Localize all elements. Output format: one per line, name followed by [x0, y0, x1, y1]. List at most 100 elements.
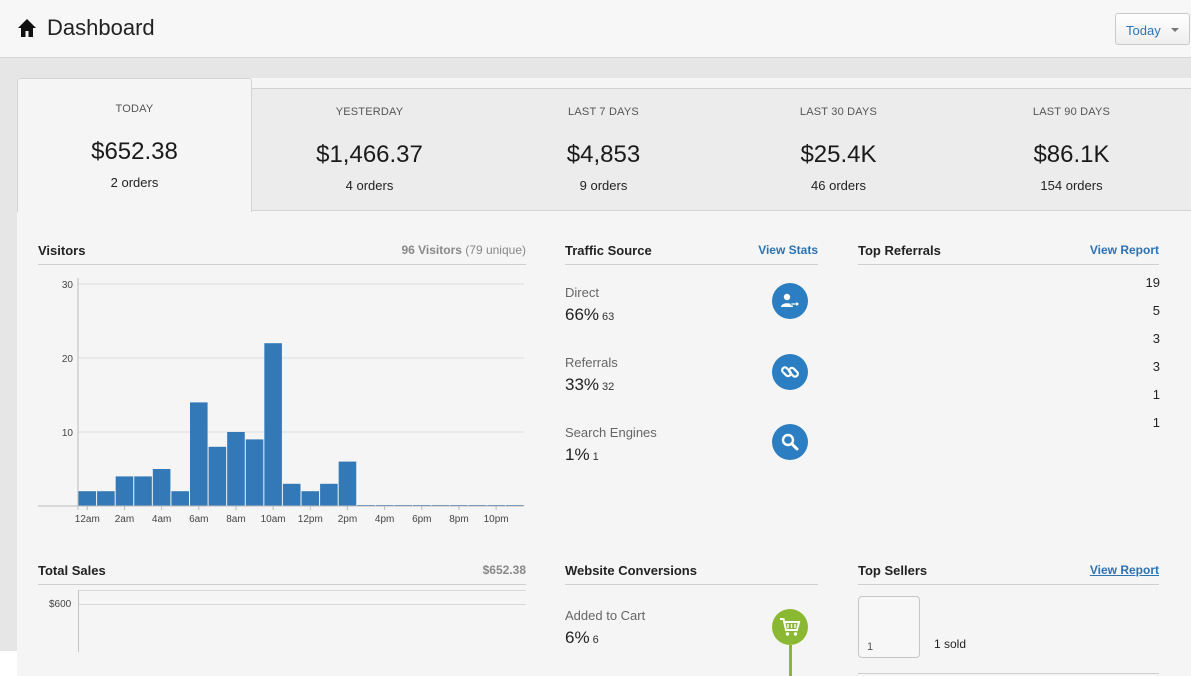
- conversions-header: Website Conversions: [565, 559, 818, 585]
- traffic-header: Traffic Source View Stats: [565, 239, 818, 265]
- chart-bar: [171, 491, 189, 506]
- window-edge: [0, 651, 17, 676]
- traffic-count: 1: [592, 451, 599, 463]
- stat-label: LAST 90 DAYS: [1032, 106, 1111, 118]
- chart-x-tick-label: 6pm: [412, 514, 431, 525]
- traffic-label: Referrals: [565, 355, 618, 370]
- conversion-value: 6% 6: [565, 628, 599, 648]
- sales-gridline: [78, 590, 526, 591]
- chart-x-tick-label: 12pm: [298, 514, 323, 525]
- stat-tab-yesterday[interactable]: YESTERDAY $1,466.37 4 orders: [252, 89, 487, 212]
- chart-bar: [134, 476, 152, 506]
- page-title: Dashboard: [47, 15, 155, 40]
- conversions-title: Website Conversions: [565, 563, 697, 578]
- stat-value: $86.1K: [1033, 141, 1110, 168]
- view-stats-link[interactable]: View Stats: [758, 243, 818, 257]
- total-sales-header: Total Sales $652.38: [38, 559, 526, 585]
- conversion-count: 6: [592, 634, 599, 646]
- stat-value: $1,466.37: [316, 141, 423, 168]
- chart-x-tick-label: 4pm: [375, 514, 394, 525]
- visitors-chart: 10 20 30 12am 2am 4am 6am 8am 10am 12pm 2pm 4pm 6pm 8…: [38, 278, 524, 525]
- traffic-count: 32: [602, 381, 615, 393]
- period-dropdown[interactable]: Today: [1115, 13, 1190, 45]
- search-engines-source-button[interactable]: [772, 424, 808, 460]
- period-dropdown-label: Today: [1126, 23, 1161, 38]
- chart-bar: [115, 476, 134, 506]
- visitors-title: Visitors: [38, 243, 86, 258]
- stat-label: TODAY: [115, 103, 154, 115]
- cart-button[interactable]: [772, 609, 808, 645]
- chart-bar: [320, 483, 338, 506]
- chart-y-tick-label: 30: [62, 280, 74, 291]
- chart-x-tick-label: 2pm: [338, 514, 357, 525]
- traffic-percent: 33%: [565, 375, 600, 394]
- chart-bar: [78, 491, 97, 506]
- sales-y-axis: [78, 590, 79, 652]
- traffic-label: Direct: [565, 285, 599, 300]
- view-sellers-report-link[interactable]: View Report: [1089, 563, 1159, 577]
- stat-orders: 46 orders: [811, 178, 866, 193]
- stat-orders: 9 orders: [579, 178, 628, 193]
- sellers-title: Top Sellers: [858, 563, 928, 578]
- chart-y-tick-label: 10: [62, 428, 74, 439]
- chart-y-tick-label: 20: [62, 354, 74, 365]
- traffic-title: Traffic Source: [565, 243, 652, 258]
- seller-rank: 1: [867, 641, 874, 653]
- visitors-header: Visitors 96 Visitors (79 unique): [38, 239, 526, 265]
- view-referrals-report-link[interactable]: View Report: [1089, 243, 1159, 257]
- chart-x-tick-label: 2am: [115, 514, 134, 525]
- traffic-value: 1% 1: [565, 445, 599, 465]
- chart-bar: [97, 491, 115, 506]
- home-icon[interactable]: [17, 18, 37, 38]
- chart-bar: [152, 469, 171, 506]
- chart-bar: [227, 432, 245, 506]
- stat-label: LAST 7 DAYS: [568, 106, 639, 118]
- chart-x-tick-label: 8pm: [449, 514, 468, 525]
- sellers-divider: [858, 673, 1159, 674]
- traffic-item-referrals: Referrals 33% 32: [565, 355, 815, 405]
- direct-source-button[interactable]: [772, 283, 808, 319]
- traffic-value: 33% 32: [565, 375, 614, 395]
- chart-bar: [338, 461, 357, 506]
- visitors-total: 96 Visitors: [401, 243, 462, 257]
- sales-y-tick: $600: [49, 599, 72, 610]
- sales-gridline: [78, 604, 526, 605]
- referrals-source-button[interactable]: [772, 354, 808, 390]
- conversion-percent: 6%: [565, 628, 590, 647]
- total-sales-title: Total Sales: [38, 563, 106, 578]
- stat-value: $652.38: [91, 138, 178, 165]
- referrals-header: Top Referrals View Report: [858, 239, 1159, 265]
- chart-x-tick-label: 6am: [189, 514, 208, 525]
- referral-count: 19: [1145, 275, 1160, 290]
- referral-count: 1: [1152, 387, 1160, 402]
- traffic-label: Search Engines: [565, 425, 657, 440]
- stat-tab-last-7-days[interactable]: LAST 7 DAYS $4,853 9 orders: [486, 89, 721, 212]
- cart-icon: [780, 618, 801, 636]
- referral-count: 1: [1152, 415, 1160, 430]
- traffic-percent: 1%: [565, 445, 590, 464]
- traffic-value: 66% 63: [565, 305, 614, 325]
- chart-bar: [190, 402, 208, 506]
- chart-bar: [245, 439, 264, 506]
- link-icon: [781, 366, 799, 378]
- chart-bar: [264, 343, 282, 506]
- chart-bar: [301, 491, 320, 506]
- seller-thumbnail[interactable]: 1: [858, 596, 920, 658]
- chart-x-tick-label: 8am: [226, 514, 245, 525]
- stat-tab-last-30-days[interactable]: LAST 30 DAYS $25.4K 46 orders: [721, 89, 956, 212]
- conversion-label: Added to Cart: [565, 608, 646, 623]
- referral-count: 5: [1152, 303, 1160, 318]
- stat-orders: 154 orders: [1040, 178, 1103, 193]
- search-icon: [781, 433, 799, 451]
- stat-value: $25.4K: [800, 141, 877, 168]
- visitors-summary: 96 Visitors (79 unique): [401, 243, 526, 257]
- stat-label: YESTERDAY: [335, 106, 404, 118]
- stat-tab-last-90-days[interactable]: LAST 90 DAYS $86.1K 154 orders: [954, 89, 1189, 212]
- conversion-funnel-line: [789, 645, 792, 676]
- visitors-unique: (79 unique): [465, 243, 526, 257]
- user-arrow-icon: [781, 293, 800, 308]
- chart-bar: [282, 483, 301, 506]
- seller-sold-count: 1 sold: [934, 637, 967, 651]
- stat-tab-today[interactable]: TODAY $652.38 2 orders: [17, 78, 252, 212]
- chart-x-tick-label: 10am: [261, 514, 286, 525]
